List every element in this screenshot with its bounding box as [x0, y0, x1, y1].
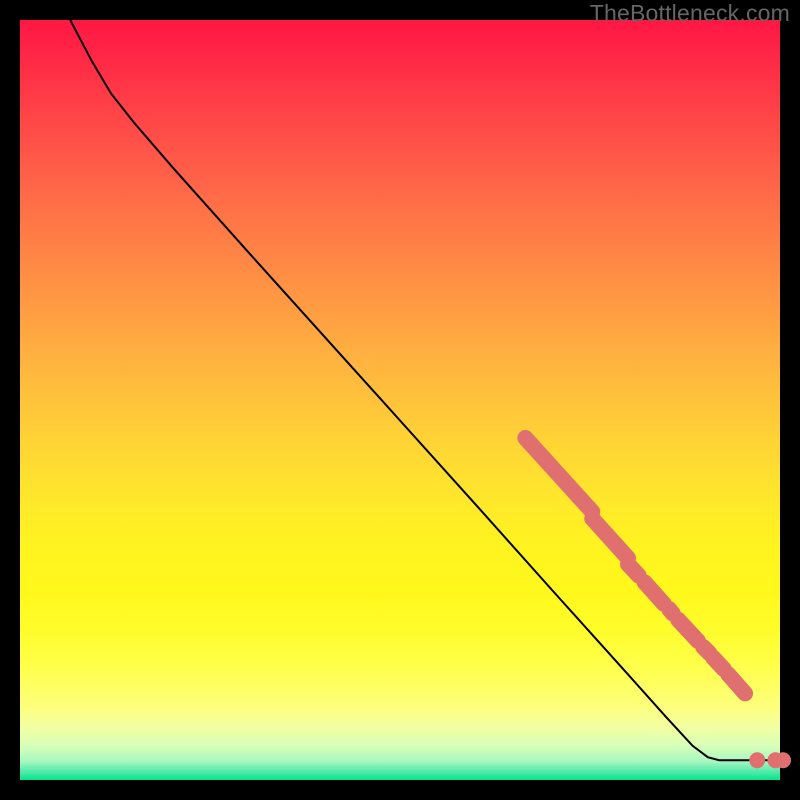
- marker-capsule: [713, 658, 724, 669]
- marker-dot: [775, 752, 791, 768]
- watermark-label: TheBottleneck.com: [590, 0, 790, 27]
- marker-capsule: [628, 564, 639, 575]
- chart-canvas: TheBottleneck.com: [0, 0, 800, 800]
- marker-capsule: [669, 609, 673, 614]
- plot-background: [20, 20, 780, 780]
- chart-svg: [0, 0, 800, 800]
- marker-dot: [749, 752, 765, 768]
